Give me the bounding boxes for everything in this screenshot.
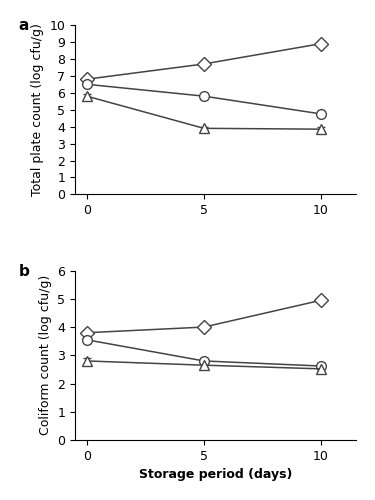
- X-axis label: Storage period (days): Storage period (days): [139, 468, 292, 481]
- Text: b: b: [19, 264, 30, 279]
- Y-axis label: Total plate count (log cfu/g): Total plate count (log cfu/g): [31, 24, 44, 196]
- Y-axis label: Coliform count (log cfu/g): Coliform count (log cfu/g): [39, 275, 52, 436]
- Text: a: a: [19, 18, 29, 33]
